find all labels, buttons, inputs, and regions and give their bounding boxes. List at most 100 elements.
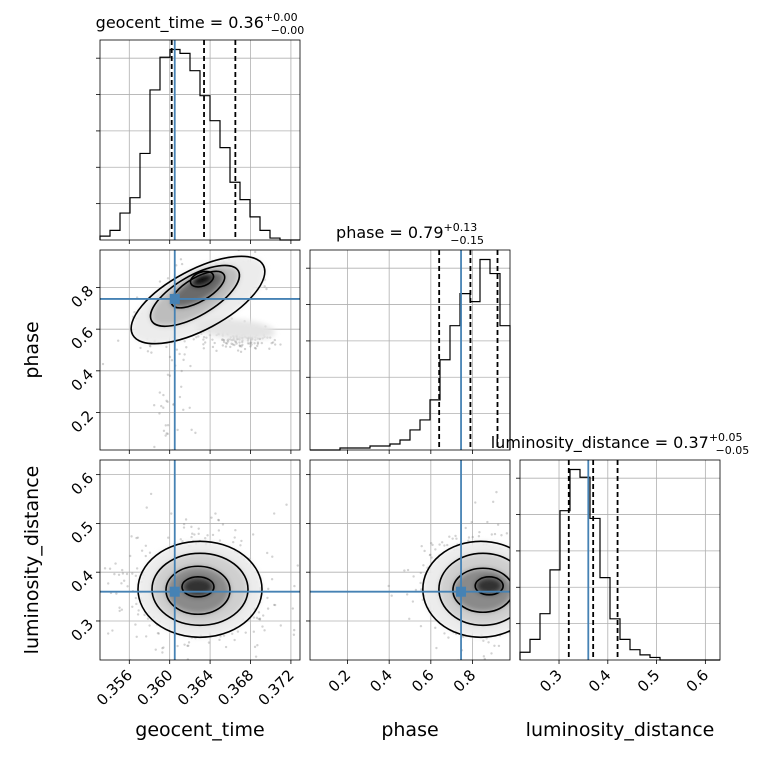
density-phase-vs-geocent_time-point [183, 353, 186, 356]
density-luminosity_distance-vs-phase-point [500, 534, 503, 537]
density-luminosity_distance-vs-phase-point [517, 570, 519, 572]
density-phase-vs-geocent_time-fill-4 [190, 271, 214, 287]
density-luminosity_distance-vs-phase-point [511, 649, 513, 651]
density-phase-vs-geocent_time-point [211, 345, 215, 349]
density-luminosity_distance-vs-phase-point [423, 549, 426, 553]
density-phase-vs-geocent_time-point [153, 445, 156, 449]
density-luminosity_distance-vs-phase-point [435, 646, 438, 650]
density-phase-vs-geocent_time-point [233, 343, 236, 347]
density-phase-vs-geocent_time-point [227, 338, 230, 341]
density-phase-vs-geocent_time-point [248, 342, 251, 345]
density-luminosity_distance-vs-geocent_time-point [162, 646, 165, 649]
xtick-label-geocent_time-4: 0.372 [255, 666, 298, 709]
density-phase-vs-geocent_time-point [211, 338, 214, 341]
density-luminosity_distance-vs-phase-point [483, 657, 486, 660]
density-luminosity_distance-vs-phase-point [511, 583, 513, 585]
density-phase-vs-geocent_time-point [176, 428, 179, 432]
density-luminosity_distance-vs-phase-point [477, 535, 481, 538]
density-luminosity_distance-vs-phase-point [390, 594, 393, 597]
density-luminosity_distance-vs-phase-point [510, 630, 512, 632]
density-phase-vs-geocent_time-point [166, 373, 170, 376]
density-phase-vs-geocent_time-point [230, 338, 234, 342]
density-luminosity_distance-vs-phase-point [434, 626, 437, 630]
density-luminosity_distance-vs-phase-point [527, 534, 529, 536]
density-luminosity_distance-vs-phase-point [419, 624, 423, 628]
density-luminosity_distance-vs-phase-point [511, 596, 513, 598]
hist-geocent_time-title-main: geocent_time = 0.36 [96, 13, 264, 33]
density-luminosity_distance-vs-geocent_time-point [167, 536, 170, 539]
density-luminosity_distance-vs-geocent_time-point [140, 549, 144, 552]
density-phase-vs-geocent_time-point [162, 393, 165, 397]
xtick-label-luminosity_distance-0: 0.3 [536, 666, 566, 696]
density-luminosity_distance-vs-geocent_time-point [184, 518, 188, 521]
density-luminosity_distance-vs-phase-point [530, 589, 532, 591]
ylabel-luminosity_distance: luminosity_distance [21, 466, 43, 655]
density-phase-vs-geocent_time-point [150, 455, 152, 457]
density-luminosity_distance-vs-phase-point [464, 526, 467, 530]
density-luminosity_distance-vs-geocent_time-point [302, 637, 304, 639]
density-phase-vs-geocent_time-point [178, 352, 181, 356]
density-luminosity_distance-vs-phase-point [516, 606, 518, 608]
density-luminosity_distance-vs-geocent_time-point [203, 537, 207, 540]
density-luminosity_distance-vs-geocent_time-point [291, 607, 295, 610]
density-luminosity_distance-vs-phase-point [544, 578, 546, 580]
density-luminosity_distance-vs-geocent_time-point [187, 644, 190, 647]
density-luminosity_distance-vs-phase-point [554, 597, 556, 599]
hist-geocent_time-steps [99, 48, 300, 241]
density-luminosity_distance-vs-phase-point [512, 588, 514, 590]
density-luminosity_distance-vs-geocent_time-point [186, 644, 189, 647]
density-luminosity_distance-vs-phase-point [493, 644, 496, 647]
density-luminosity_distance-vs-phase-point [531, 632, 533, 634]
density-luminosity_distance-vs-phase-point [412, 575, 415, 578]
density-luminosity_distance-vs-phase-point [521, 572, 523, 574]
density-phase-vs-geocent_time-point [166, 277, 170, 280]
density-luminosity_distance-vs-phase-fill-3 [475, 576, 504, 595]
density-luminosity_distance-vs-geocent_time-point [217, 518, 220, 522]
hist-luminosity_distance-title-main: luminosity_distance = 0.37 [491, 433, 709, 453]
density-luminosity_distance-vs-phase-point [517, 618, 519, 620]
density-phase-vs-geocent_time-point [253, 346, 257, 350]
density-luminosity_distance-vs-geocent_time-point [271, 555, 274, 558]
density-luminosity_distance-vs-phase-point [526, 527, 528, 529]
density-phase-vs-geocent_time-point [178, 395, 182, 399]
density-luminosity_distance-vs-geocent_time-point [176, 644, 179, 648]
density-luminosity_distance-vs-phase-point [531, 557, 533, 559]
density-luminosity_distance-vs-geocent_time-point [191, 532, 194, 535]
density-luminosity_distance-vs-geocent_time-point [129, 554, 132, 558]
density-luminosity_distance-vs-geocent_time-point [296, 564, 299, 567]
density-phase-vs-geocent_time-point [164, 424, 167, 427]
density-phase-vs-geocent_time-point [236, 349, 240, 352]
xtick-label-geocent_time-3: 0.368 [214, 666, 257, 709]
density-phase-vs-geocent_time-point [250, 343, 253, 346]
density-phase-vs-geocent_time-point [226, 339, 229, 342]
density-phase-vs-geocent_time-point [165, 432, 168, 435]
density-luminosity_distance-vs-phase-point [535, 581, 537, 583]
ytick-label-luminosity_distance-1: 0.4 [67, 567, 97, 597]
density-luminosity_distance-vs-geocent_time-point [262, 614, 265, 617]
density-luminosity_distance-vs-geocent_time-point [143, 613, 146, 617]
density-luminosity_distance-vs-phase-point [443, 632, 446, 635]
hist-geocent_time-title-sub: −0.00 [271, 24, 305, 37]
density-phase-vs-geocent_time-frame [99, 249, 301, 451]
density-luminosity_distance-vs-phase-point [487, 641, 490, 644]
density-phase-vs-geocent_time-point [225, 342, 229, 345]
density-phase-vs-geocent_time-point [220, 338, 224, 342]
density-luminosity_distance-vs-geocent_time-frame [99, 459, 301, 661]
density-phase-vs-geocent_time-point [180, 385, 183, 388]
density-luminosity_distance-vs-geocent_time-fill [138, 541, 262, 638]
density-luminosity_distance-vs-phase-point [526, 577, 528, 579]
density-luminosity_distance-vs-phase-point [411, 600, 415, 603]
density-phase-vs-geocent_time-point [221, 337, 224, 341]
density-luminosity_distance-vs-geocent_time-point [251, 533, 255, 536]
density-luminosity_distance-vs-geocent_time-point [266, 596, 269, 600]
density-luminosity_distance-vs-geocent_time-point [187, 641, 191, 644]
density-luminosity_distance-vs-phase-point [521, 601, 523, 603]
density-phase-vs-geocent_time-point [146, 350, 150, 353]
density-luminosity_distance-vs-geocent_time-point [113, 572, 116, 576]
density-luminosity_distance-vs-phase-point [440, 541, 444, 544]
density-phase-vs-geocent_time-contour-1 [149, 264, 241, 328]
density-luminosity_distance-vs-phase-point [447, 636, 450, 639]
density-luminosity_distance-vs-phase-fill [422, 541, 510, 638]
density-luminosity_distance-vs-phase-point [522, 584, 524, 586]
